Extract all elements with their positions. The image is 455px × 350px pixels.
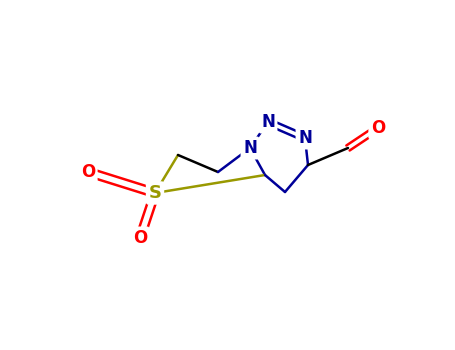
Text: N: N bbox=[261, 113, 275, 131]
Text: O: O bbox=[81, 163, 95, 181]
Text: O: O bbox=[133, 229, 147, 247]
Text: O: O bbox=[371, 119, 385, 137]
Text: S: S bbox=[148, 184, 162, 202]
Text: N: N bbox=[243, 139, 257, 157]
Text: N: N bbox=[298, 129, 312, 147]
